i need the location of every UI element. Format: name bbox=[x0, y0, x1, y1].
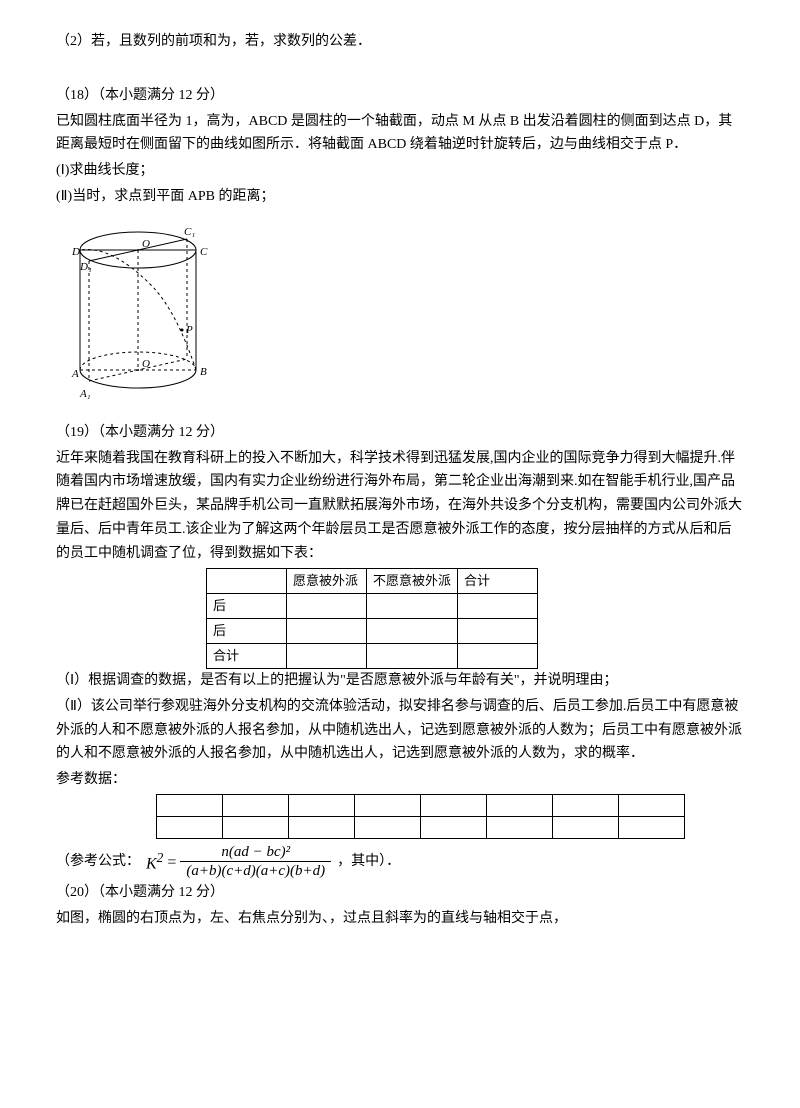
q20-header: （20）（本小题满分 12 分） bbox=[56, 881, 744, 905]
cell bbox=[157, 794, 223, 816]
survey-table: 愿意被外派 不愿意被外派 合计 后 后 合计 bbox=[206, 568, 538, 669]
cell bbox=[287, 643, 367, 668]
label-C: C bbox=[200, 246, 208, 258]
table-row bbox=[157, 794, 685, 816]
cell bbox=[289, 816, 355, 838]
label-O: O bbox=[142, 358, 150, 370]
q18-header: （18）（本小题满分 12 分） bbox=[56, 84, 744, 108]
cell bbox=[458, 618, 538, 643]
q18-i2: (Ⅱ)当时，求点到平面 APB 的距离； bbox=[56, 185, 744, 209]
th-total: 合计 bbox=[458, 568, 538, 593]
cell bbox=[458, 643, 538, 668]
q18-i1: (Ⅰ)求曲线长度； bbox=[56, 159, 744, 183]
equals-sign: = bbox=[163, 849, 180, 876]
cell: 后 bbox=[207, 593, 287, 618]
th-willing: 愿意被外派 bbox=[287, 568, 367, 593]
cell bbox=[487, 816, 553, 838]
reference-table bbox=[156, 794, 685, 839]
cell bbox=[619, 816, 685, 838]
cell bbox=[355, 816, 421, 838]
label-D: D bbox=[71, 246, 80, 258]
cell bbox=[553, 794, 619, 816]
label-O2: O bbox=[142, 238, 150, 250]
cell bbox=[289, 794, 355, 816]
q19-p1: 近年来随着我国在教育科研上的投入不断加大，科学技术得到迅猛发展,国内企业的国际竞… bbox=[56, 447, 744, 566]
q19-ref-label: 参考数据： bbox=[56, 768, 744, 792]
cell: 合计 bbox=[207, 643, 287, 668]
cell bbox=[421, 794, 487, 816]
cell bbox=[619, 794, 685, 816]
formula-fraction: n(ad − bc)² (a+b)(c+d)(a+c)(b+d) bbox=[180, 843, 331, 882]
spacer bbox=[56, 411, 744, 421]
formula-row: （参考公式： K2 = n(ad − bc)² (a+b)(c+d)(a+c)(… bbox=[56, 843, 744, 882]
label-D1: D₁ bbox=[79, 261, 92, 273]
th-blank bbox=[207, 568, 287, 593]
label-C1: C₁ bbox=[184, 226, 195, 238]
cell bbox=[421, 816, 487, 838]
cell bbox=[367, 643, 458, 668]
numerator: n(ad − bc)² bbox=[180, 843, 331, 862]
table-row bbox=[157, 816, 685, 838]
th-unwilling: 不愿意被外派 bbox=[367, 568, 458, 593]
q18-p1: 已知圆柱底面半径为 1，高为，ABCD 是圆柱的一个轴截面，动点 M 从点 B … bbox=[56, 110, 744, 158]
label-B: B bbox=[200, 366, 207, 378]
q19-p2: （Ⅰ）根据调查的数据，是否有以上的把握认为"是否愿意被外派与年龄有关"，并说明理… bbox=[56, 669, 744, 693]
label-A1: A₁ bbox=[79, 388, 91, 400]
cell bbox=[287, 593, 367, 618]
cylinder-diagram: D C A B D₁ C₁ A₁ O O P bbox=[56, 215, 221, 405]
cell bbox=[223, 794, 289, 816]
table-row: 后 bbox=[207, 618, 538, 643]
spacer bbox=[56, 56, 744, 84]
q17-part2: （2）若，且数列的前项和为，若，求数列的公差． bbox=[56, 30, 744, 54]
q20-p1: 如图，椭圆的右顶点为，左、右焦点分别为、，过点且斜率为的直线与轴相交于点， bbox=[56, 907, 744, 931]
cell bbox=[553, 816, 619, 838]
cell bbox=[367, 618, 458, 643]
formula-prefix: （参考公式： bbox=[56, 850, 140, 874]
table-row: 合计 bbox=[207, 643, 538, 668]
cell bbox=[287, 618, 367, 643]
cell bbox=[458, 593, 538, 618]
q19-p3: （Ⅱ）该公司举行参观驻海外分支机构的交流体验活动，拟安排名参与调查的后、后员工参… bbox=[56, 695, 744, 766]
table-row: 后 bbox=[207, 593, 538, 618]
cell: 后 bbox=[207, 618, 287, 643]
label-A: A bbox=[71, 368, 79, 380]
table-row: 愿意被外派 不愿意被外派 合计 bbox=[207, 568, 538, 593]
denominator: (a+b)(c+d)(a+c)(b+d) bbox=[180, 862, 331, 882]
cell bbox=[355, 794, 421, 816]
cell bbox=[223, 816, 289, 838]
formula-lhs: K2 bbox=[146, 847, 163, 878]
label-P: P bbox=[185, 324, 193, 336]
formula-suffix: ，其中）． bbox=[337, 850, 400, 874]
cell bbox=[487, 794, 553, 816]
cell bbox=[367, 593, 458, 618]
q19-header: （19）（本小题满分 12 分） bbox=[56, 421, 744, 445]
cell bbox=[157, 816, 223, 838]
